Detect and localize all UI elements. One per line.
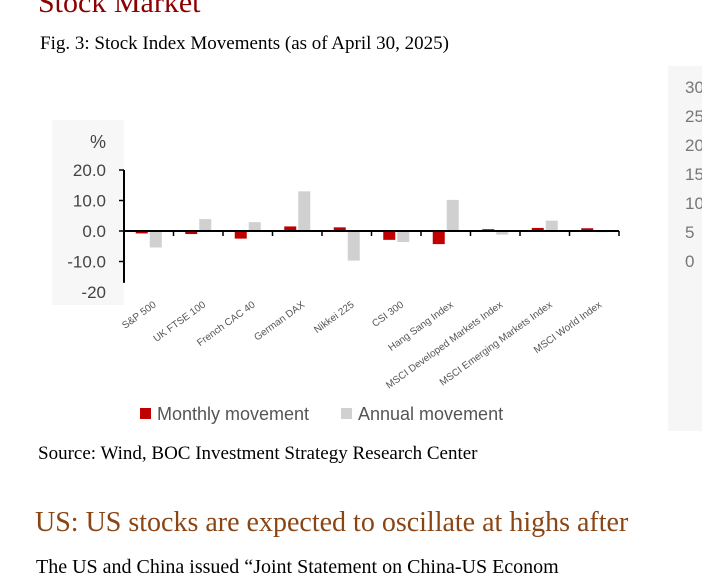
right-chart-tick-label: 30: [685, 78, 702, 97]
monthly-bar: [383, 231, 396, 240]
legend-swatch-annual: [341, 408, 352, 419]
y-axis-panel: [52, 120, 124, 305]
chart-background: [52, 120, 124, 305]
y-axis: % 20.0 10.0 0.0 -10.0 -20: [67, 132, 106, 302]
category-label: Nikkei 225: [312, 299, 357, 336]
legend-label-monthly: Monthly movement: [157, 404, 309, 424]
monthly-bar: [581, 228, 594, 231]
y-tick-label: -20: [81, 283, 106, 302]
right-chart-tick-label: 0: [685, 252, 695, 271]
y-axis-unit: %: [90, 132, 106, 152]
y-tick-label: 10.0: [73, 192, 106, 211]
category-label: German DAX: [252, 299, 307, 343]
right-chart-tick-label: 10: [685, 194, 702, 213]
monthly-bar: [432, 231, 445, 245]
monthly-bar: [234, 231, 247, 239]
monthly-bar: [185, 231, 198, 235]
y-tick-label: 20.0: [73, 161, 106, 180]
annual-bar: [149, 231, 162, 248]
section-title: Stock Market: [38, 0, 201, 19]
category-label: S&P 500: [120, 299, 159, 331]
annual-bar: [347, 231, 360, 261]
axes: [119, 169, 620, 283]
annual-bar: [397, 231, 410, 242]
y-tick-label: -10.0: [67, 253, 106, 272]
figure-caption: Fig. 3: Stock Index Movements (as of Apr…: [40, 33, 449, 54]
source-note: Source: Wind, BOC Investment Strategy Re…: [38, 443, 478, 464]
annual-bar: [545, 220, 558, 231]
subheading: US: US stocks are expected to oscillate …: [35, 507, 629, 538]
right-chart-tick-label: 20: [685, 136, 702, 155]
monthly-bar: [531, 227, 544, 231]
legend-swatch-monthly: [140, 408, 151, 419]
annual-bar: [199, 219, 212, 231]
right-chart-tick-label: 15: [685, 165, 702, 184]
y-tick-label: 0.0: [82, 222, 106, 241]
annual-bar: [298, 191, 311, 231]
monthly-bar: [333, 227, 346, 231]
monthly-bar: [135, 231, 148, 234]
bars: [135, 191, 608, 261]
annual-bar: [496, 231, 509, 235]
annual-bar: [248, 222, 261, 231]
right-chart-panel: 30 25 20 15 10 5 0: [668, 66, 702, 431]
right-chart-tick-label: 25: [685, 107, 702, 126]
body-text: The US and China issued “Joint Statement…: [36, 556, 559, 578]
annual-bar: [446, 199, 459, 231]
monthly-bar: [284, 226, 297, 231]
legend: Monthly movement Annual movement: [140, 404, 503, 424]
right-chart-tick-label: 5: [685, 223, 695, 242]
category-label: CSI 300: [370, 299, 406, 329]
legend-label-annual: Annual movement: [358, 404, 503, 424]
